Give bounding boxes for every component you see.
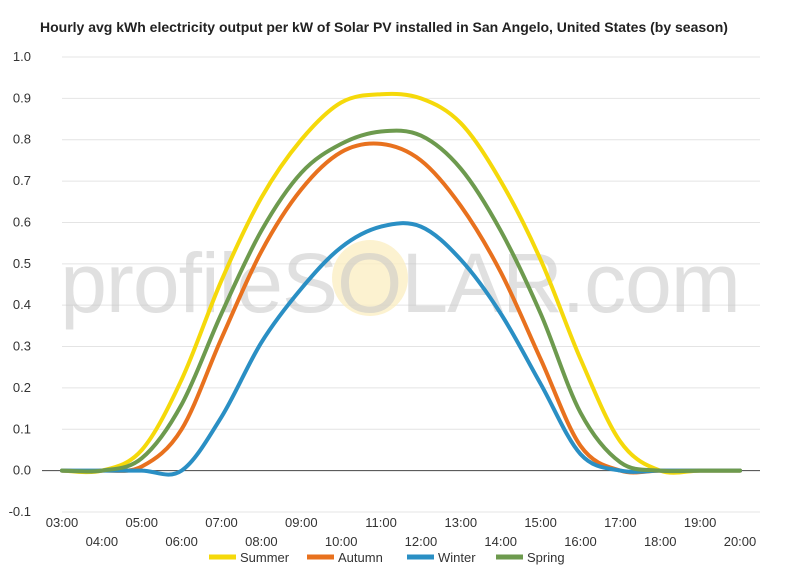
y-tick-label: 0.1 xyxy=(13,421,31,436)
series-line-winter xyxy=(60,221,742,477)
x-axis-ticks: 03:00 04:00 05:00 06:00 07:00 08:00 09:00 10:00… xyxy=(46,515,757,549)
x-tick-label: 12:00 xyxy=(405,534,438,549)
y-tick-label: 0.3 xyxy=(13,339,31,354)
x-tick-label: 10:00 xyxy=(325,534,358,549)
y-tick-label: 0.4 xyxy=(13,297,31,312)
legend: Summer Autumn Winter Spring xyxy=(209,550,565,565)
legend-label: Winter xyxy=(438,550,476,565)
x-tick-label: 17:00 xyxy=(604,515,637,530)
series-lines xyxy=(60,91,742,477)
y-tick-label: 0.5 xyxy=(13,256,31,271)
y-tick-label: 0.7 xyxy=(13,173,31,188)
x-tick-label: 18:00 xyxy=(644,534,677,549)
watermark: profileSOLAR.com xyxy=(60,236,741,330)
y-axis-ticks: -0.1 0.0 0.1 0.2 0.3 0.4 0.5 0.6 0.7 0.8 0.9 1.0 xyxy=(9,49,31,519)
x-tick-label: 13:00 xyxy=(445,515,478,530)
watermark-text: profileSOLAR.com xyxy=(60,236,740,330)
y-tick-label: -0.1 xyxy=(9,504,31,519)
x-tick-label: 15:00 xyxy=(524,515,557,530)
x-tick-label: 07:00 xyxy=(205,515,238,530)
legend-label: Spring xyxy=(527,550,565,565)
x-tick-label: 09:00 xyxy=(285,515,318,530)
y-tick-label: 0.8 xyxy=(13,132,31,147)
series-line-summer xyxy=(60,91,742,475)
x-tick-label: 20:00 xyxy=(724,534,757,549)
x-tick-label: 04:00 xyxy=(86,534,119,549)
legend-label: Summer xyxy=(240,550,290,565)
series-line-spring xyxy=(60,128,742,474)
y-tick-label: 0.9 xyxy=(13,90,31,105)
x-tick-label: 03:00 xyxy=(46,515,79,530)
x-tick-label: 05:00 xyxy=(125,515,158,530)
chart-title: Hourly avg kWh electricity output per kW… xyxy=(40,19,728,35)
x-tick-label: 08:00 xyxy=(245,534,278,549)
x-tick-label: 06:00 xyxy=(165,534,198,549)
y-tick-label: 0.0 xyxy=(13,463,31,478)
y-tick-label: 1.0 xyxy=(13,49,31,64)
y-tick-label: 0.2 xyxy=(13,380,31,395)
grid xyxy=(62,56,760,513)
x-tick-label: 16:00 xyxy=(564,534,597,549)
x-tick-label: 11:00 xyxy=(365,515,397,530)
x-tick-label: 19:00 xyxy=(684,515,717,530)
legend-label: Autumn xyxy=(338,550,383,565)
y-tick-label: 0.6 xyxy=(13,214,31,229)
watermark-sun-icon xyxy=(332,240,408,316)
x-tick-label: 14:00 xyxy=(484,534,517,549)
